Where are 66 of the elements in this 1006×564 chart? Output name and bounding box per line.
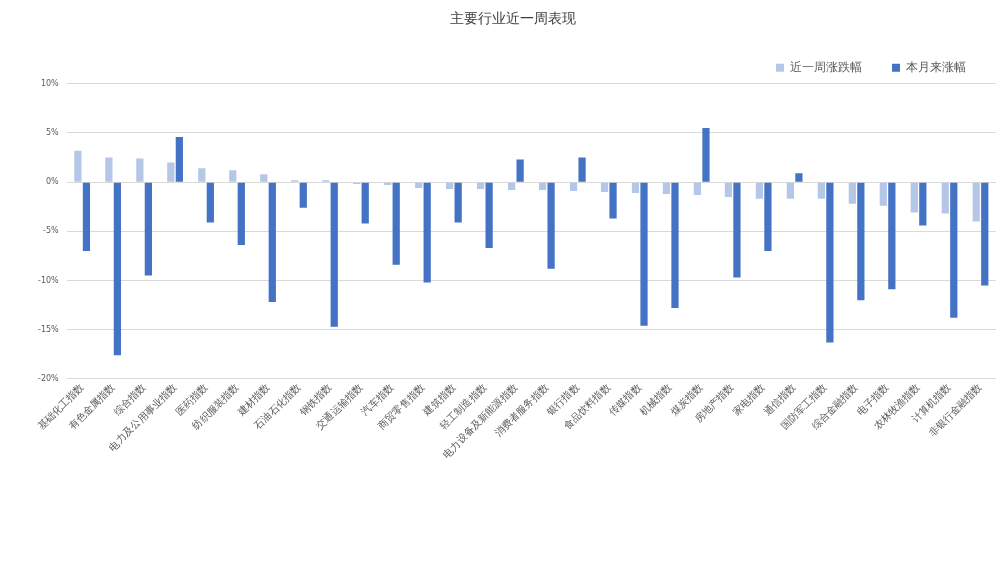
bar: [631, 182, 640, 193]
bar: [361, 182, 369, 224]
bar: [507, 182, 516, 190]
bar: [662, 182, 671, 194]
chart-title: 主要行业近一周表现: [450, 10, 576, 27]
bar: [600, 182, 609, 192]
bar: [330, 182, 338, 327]
legend-label: 近一周涨跌幅: [790, 59, 862, 74]
bar: [786, 182, 795, 199]
bar: [640, 182, 648, 326]
bar: [671, 182, 679, 308]
bar: [392, 182, 400, 265]
bar: [795, 173, 803, 182]
bar: [857, 182, 865, 301]
bar: [950, 182, 958, 318]
bar: [136, 158, 144, 182]
bar: [415, 182, 423, 189]
bar: [609, 182, 617, 219]
bar: [764, 182, 772, 251]
bar: [237, 182, 245, 246]
bar: [476, 182, 485, 190]
bar: [485, 182, 493, 249]
bar: [446, 182, 454, 190]
y-tick-label: 0%: [45, 177, 60, 187]
bar: [82, 182, 91, 251]
bar: [981, 182, 989, 286]
bar: [74, 150, 82, 182]
bar: [569, 182, 578, 191]
bar: [724, 182, 733, 197]
bar: [888, 182, 896, 290]
bar: [910, 182, 918, 213]
bar: [817, 182, 825, 199]
bar: [516, 159, 524, 182]
y-tick-label: 5%: [45, 128, 60, 138]
bar: [175, 136, 183, 182]
bar: [972, 182, 980, 222]
legend-label: 本月来涨幅: [906, 59, 966, 74]
bar: [229, 170, 237, 182]
bar: [733, 182, 741, 278]
bar: [206, 182, 214, 223]
bar: [755, 182, 764, 199]
bar: [702, 128, 710, 182]
bar: [299, 182, 307, 208]
bar: [826, 182, 834, 343]
y-tick-label: 10%: [40, 78, 60, 88]
bar: [578, 157, 586, 182]
bar: [268, 182, 276, 303]
bar: [144, 182, 152, 276]
bar: [113, 182, 122, 356]
bar: [848, 182, 856, 204]
y-tick-label: -10%: [38, 275, 60, 285]
bar: [454, 182, 462, 223]
bar: [105, 157, 113, 182]
bar: [260, 174, 268, 182]
y-tick-label: -15%: [38, 324, 60, 334]
bar: [693, 182, 702, 195]
y-tick-label: -20%: [38, 373, 60, 383]
bar: [423, 182, 431, 283]
bar: [167, 162, 175, 182]
bar: [919, 182, 927, 226]
y-tick-label: -5%: [43, 226, 60, 236]
bar: [198, 168, 206, 182]
bar: [879, 182, 887, 206]
bar: [538, 182, 547, 190]
bar: [941, 182, 949, 214]
bar: [547, 182, 555, 269]
